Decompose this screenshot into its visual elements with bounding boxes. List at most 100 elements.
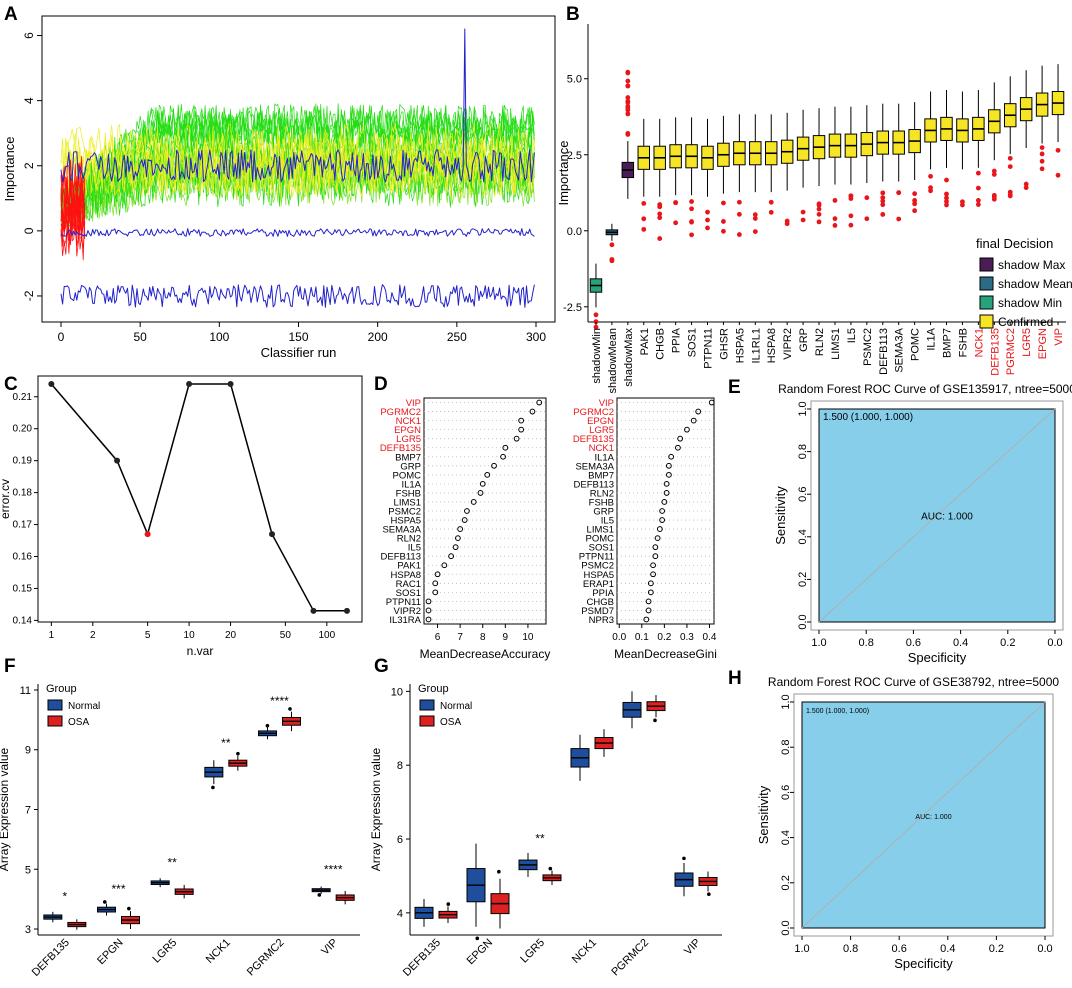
roc-x-tick-label: 1.0 [811,637,826,649]
roc-y-tick-label: 0.4 [780,830,792,845]
expr-legend-swatch [419,699,435,711]
expr-y-tick-label: 10 [391,686,403,698]
panel-b-outlier [1055,172,1061,178]
panel-d-row-label: PGRMC2 [380,407,421,418]
panel-c-x-tick-label: 5 [145,630,151,641]
panel-b-outlier [625,83,631,89]
panel-d-point [695,408,702,415]
expr-y-tick-label: 11 [20,685,31,697]
roc-y-tick-label: 0.4 [797,529,809,544]
panel-b-outlier [609,242,615,248]
panel-d-point [661,499,668,505]
panel-d-row-label: SOS1 [589,543,614,554]
panel-b-y-tick-label: 0.0 [567,226,582,238]
panel-f-expression-boxplot: * DEFB135 *** EPGN ** LGR5 ** NCK1 **** PGRMC2 ***… [0,683,360,979]
expr-y-tick-label: 9 [25,745,31,757]
panel-label-d: D [374,374,388,395]
panel-g-expression-boxplot: DEFB135 EPGN ** LGR5 NCK1 PGRMC2 VIP 4 6 8 10 Array… [369,683,722,979]
panel-a-x-tick-label: 200 [368,330,388,344]
panel-label-f: F [4,656,16,677]
panel-e-roc-gse135917: Random Forest ROC Curve of GSE135917, nt… [773,382,1072,665]
panel-d-row-label: LGR5 [589,425,614,436]
panel-b-outlier [800,217,806,223]
panel-b-outlier [673,200,679,206]
expr-outlier [653,718,657,723]
panel-d-x-axis-label: MeanDecreaseGini [614,647,717,661]
panel-b-category-label: HSPA8 [766,328,778,363]
panel-label-h: H [728,668,742,689]
panel-a-x-axis-label: Classifier run [261,345,337,360]
panel-c-y-tick-label: 0.17 [13,520,33,531]
panel-b-outlier [912,208,918,214]
roc-x-tick-label: 0.6 [892,943,907,955]
panel-d-point [513,435,520,442]
panel-d-point [464,508,470,514]
panel-d-row-label: DEFB135 [573,434,614,445]
panel-d-row-label: BMP7 [395,452,421,463]
panel-d-point [663,490,670,496]
panel-d-point [656,526,663,532]
panel-b-outlier [593,319,599,325]
panel-b-category-label: GRP [798,328,810,352]
panel-b-outlier [896,190,902,196]
panel-b-category-label: GHSR [718,328,730,360]
panel-d-x-tick-label: 0.0 [612,632,626,643]
expr-category-label: LGR5 [518,937,547,966]
expr-legend-title: Group [418,683,449,695]
panel-d-point [448,553,455,560]
panel-a-x-tick-label: 0 [58,330,65,344]
expr-category-label: PGRMC2 [609,937,651,979]
panel-b-y-tick-label: 2.5 [567,150,582,162]
panel-a-shadow-mean-line [60,228,535,237]
panel-d-row-label: IL5 [601,516,614,527]
panel-a-x-tick-label: 100 [209,330,229,344]
roc-x-tick-label: 0.8 [859,637,874,649]
panel-b-outlier [928,173,933,179]
panel-b-outlier [991,168,997,174]
roc-x-tick-label: 0.0 [1037,943,1052,955]
panel-b-outlier [768,199,774,205]
panel-c-point [227,380,234,387]
panel-d-point [645,607,652,614]
panel-b-outlier [609,257,615,262]
expr-legend-label: OSA [68,717,89,728]
panel-b-category-label: POMC [910,328,922,361]
panel-b-category-label: PTPN11 [703,328,715,369]
panel-d-point [650,571,656,578]
panel-b-category-label: RLN2 [814,328,826,356]
roc-auc-label: AUC: 1.000 [921,512,973,523]
expr-legend-title: Group [46,683,77,695]
panel-c-y-tick-label: 0.19 [13,456,33,467]
panel-d-row-label: RAC1 [396,579,421,590]
panel-b-outlier [625,131,631,136]
panel-b-outlier [912,201,918,207]
expr-legend-swatch [47,715,63,727]
expr-legend-label: Normal [440,701,472,712]
panel-d-row-label: DEFB135 [380,443,421,454]
panel-a-shadow-max-line [60,28,535,183]
panel-b-outlier [848,222,854,228]
panel-b-outlier [625,78,631,84]
expr-outlier [548,866,553,871]
panel-d-point [645,598,652,605]
panel-b-outlier [721,200,726,206]
panel-label-c: C [4,374,18,395]
panel-d-point [518,426,525,433]
expr-outlier [682,856,686,861]
panel-d-point [665,471,672,478]
panel-c-point [310,607,317,614]
panel-d-point [452,544,459,551]
panel-c-x-tick-label: 100 [318,630,335,641]
panel-b-legend-label: Confirmed [998,315,1053,329]
panel-b-outlier [1007,189,1013,195]
panel-label-g: G [374,656,389,677]
panel-d-row-label: HSPA5 [584,570,614,581]
panel-a-y-tick-label: 2 [22,162,36,169]
panel-b-category-label: IL1A [926,327,938,350]
panel-b-outlier [944,199,949,204]
panel-d-x-tick-label: 0.4 [703,632,717,643]
panel-d-point [479,480,486,487]
panel-a-y-tick-label: 4 [22,97,36,104]
panel-b-outlier [880,198,886,204]
panel-d-point [690,417,697,424]
